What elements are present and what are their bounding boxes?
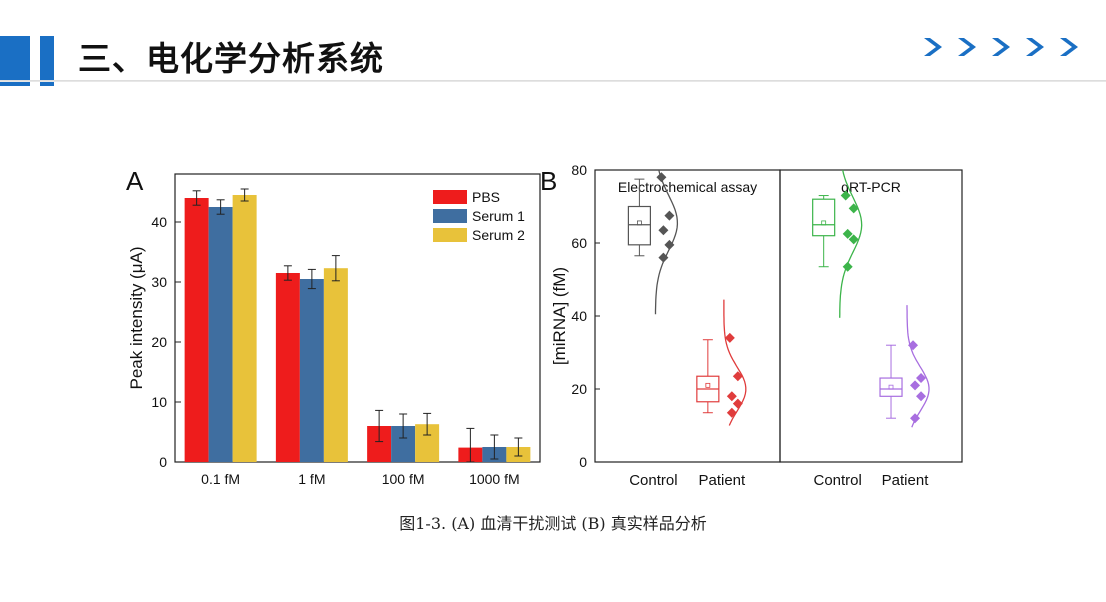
- y-axis-label: Peak intensity (μA): [127, 246, 146, 389]
- box: [627, 205, 651, 246]
- x-tick-label: Control: [629, 472, 677, 489]
- subpanel-frame: [594, 169, 781, 463]
- chevron-decoration: [920, 36, 1080, 58]
- data-point: [848, 234, 859, 245]
- data-point: [910, 413, 921, 424]
- data-point: [916, 391, 927, 402]
- bar: [323, 268, 348, 462]
- panel-a-frame: [174, 173, 541, 463]
- distribution-curve: [906, 305, 930, 428]
- x-tick-label: 1 fM: [298, 471, 325, 487]
- figure: A 0 10 20 30 40 Peak intensity (μA) 0.1 fM 1 fM 1…: [126, 162, 963, 489]
- title-divider: [0, 80, 1106, 82]
- x-tick-label: 0.1 fM: [201, 471, 240, 487]
- y-tick-label: 0: [579, 454, 587, 470]
- data-point: [908, 340, 919, 351]
- x-tick-label: Patient: [698, 472, 746, 489]
- y-tick-label: 30: [151, 274, 167, 290]
- mean-marker: [821, 220, 827, 226]
- distribution-curve: [723, 299, 747, 426]
- chevron-right-icon: [992, 38, 1010, 56]
- x-tick-label: Control: [814, 472, 862, 489]
- x-tick-label: 100 fM: [382, 471, 425, 487]
- legend-label: Serum 1: [472, 208, 525, 224]
- box: [879, 377, 903, 397]
- title-accent-bar-2: [40, 36, 54, 86]
- y-tick-label: 40: [571, 308, 587, 324]
- chevron-right-icon: [958, 38, 976, 56]
- panel-a-label: A: [126, 166, 144, 196]
- bar: [232, 195, 257, 462]
- data-point: [732, 398, 743, 409]
- data-point: [726, 407, 737, 418]
- y-tick-label: 60: [571, 235, 587, 251]
- subpanel-title: qRT-PCR: [841, 179, 901, 195]
- data-point: [658, 225, 669, 236]
- panel-b-label: B: [540, 166, 557, 196]
- data-point: [726, 391, 737, 402]
- chevron-right-icon: [1026, 38, 1044, 56]
- bar: [184, 198, 209, 462]
- data-point: [724, 332, 735, 343]
- data-point: [664, 210, 675, 221]
- chevron-right-icon: [1060, 38, 1078, 56]
- data-point: [658, 252, 669, 263]
- box: [812, 198, 836, 237]
- distribution-curve: [654, 169, 679, 315]
- data-point: [732, 371, 743, 382]
- data-point: [664, 239, 675, 250]
- subpanel-title: Electrochemical assay: [618, 179, 757, 195]
- data-point: [848, 203, 859, 214]
- figure-caption: 图1-3. (A) 血清干扰测试 (B) 真实样品分析: [399, 514, 707, 533]
- y-axis-label: [miRNA] (fM): [550, 267, 569, 365]
- data-point: [842, 261, 853, 272]
- bar: [208, 207, 233, 462]
- legend-swatch: [433, 209, 467, 223]
- y-tick-label: 10: [151, 394, 167, 410]
- mean-marker: [637, 220, 642, 226]
- legend-label: Serum 2: [472, 227, 525, 243]
- legend-swatch: [433, 228, 467, 242]
- data-point: [842, 228, 853, 239]
- distribution-curve: [839, 169, 863, 318]
- data-point: [840, 190, 851, 201]
- x-tick-label: 1000 fM: [469, 471, 520, 487]
- subpanel-frame: [779, 169, 963, 463]
- mean-marker: [888, 384, 894, 390]
- legend-label: PBS: [472, 189, 500, 205]
- y-tick-label: 0: [159, 454, 167, 470]
- y-tick-label: 40: [151, 214, 167, 230]
- data-point: [656, 172, 667, 183]
- title-accent-bar-1: [0, 36, 30, 86]
- data-point: [916, 373, 927, 384]
- data-point: [910, 380, 921, 391]
- slide-title: 三、电化学分析系统: [78, 39, 384, 78]
- legend-swatch: [433, 190, 467, 204]
- mean-marker: [705, 382, 711, 388]
- bar: [299, 279, 324, 462]
- y-tick-label: 80: [571, 162, 587, 178]
- chevron-right-icon: [924, 38, 942, 56]
- y-tick-label: 20: [571, 381, 587, 397]
- x-tick-label: Patient: [882, 472, 930, 489]
- y-tick-label: 20: [151, 334, 167, 350]
- bar: [275, 273, 300, 462]
